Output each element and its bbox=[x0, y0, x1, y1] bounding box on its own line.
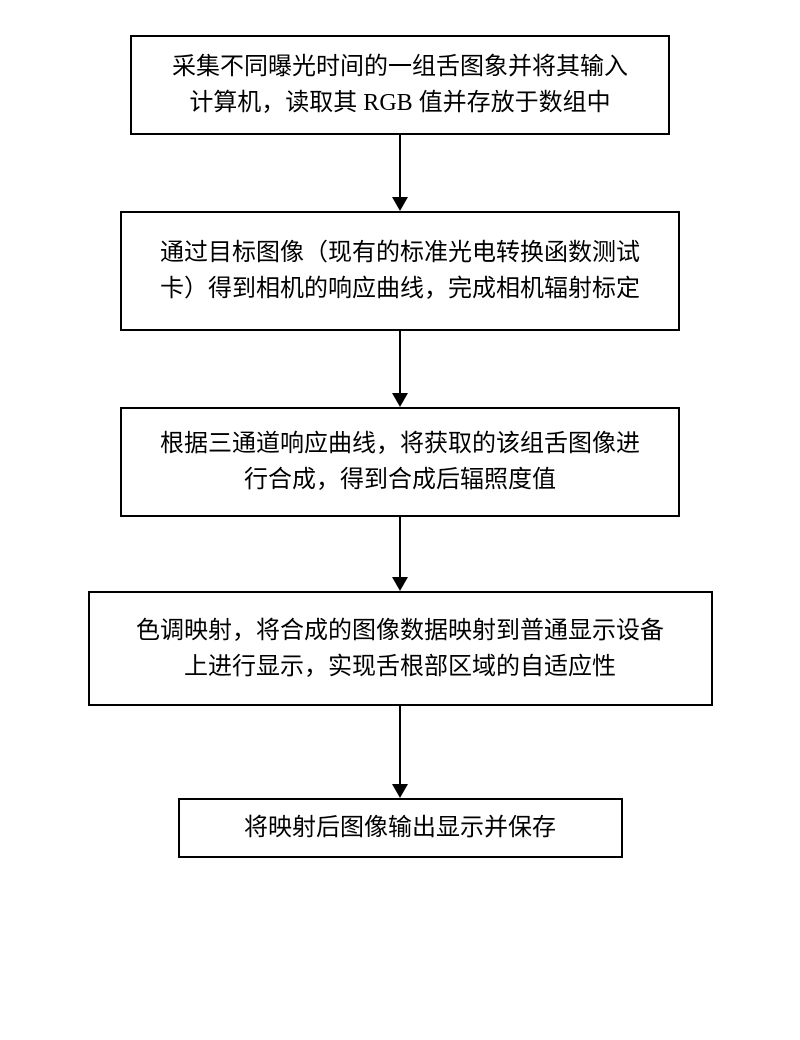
arrow-1 bbox=[392, 135, 408, 211]
flowchart-step-2: 通过目标图像（现有的标准光电转换函数测试卡）得到相机的响应曲线，完成相机辐射标定 bbox=[120, 211, 680, 331]
step-5-text: 将映射后图像输出显示并保存 bbox=[244, 810, 556, 846]
step-4-text: 色调映射，将合成的图像数据映射到普通显示设备上进行显示，实现舌根部区域的自适应性 bbox=[136, 613, 664, 685]
arrow-2 bbox=[392, 331, 408, 407]
step-1-text: 采集不同曝光时间的一组舌图象并将其输入计算机，读取其 RGB 值并存放于数组中 bbox=[172, 49, 628, 121]
flowchart-step-5: 将映射后图像输出显示并保存 bbox=[178, 798, 623, 858]
arrow-3 bbox=[392, 517, 408, 591]
flowchart-step-1: 采集不同曝光时间的一组舌图象并将其输入计算机，读取其 RGB 值并存放于数组中 bbox=[130, 35, 670, 135]
flowchart-step-3: 根据三通道响应曲线，将获取的该组舌图像进行合成，得到合成后辐照度值 bbox=[120, 407, 680, 517]
arrow-4 bbox=[392, 706, 408, 798]
step-2-text: 通过目标图像（现有的标准光电转换函数测试卡）得到相机的响应曲线，完成相机辐射标定 bbox=[160, 235, 640, 307]
step-3-text: 根据三通道响应曲线，将获取的该组舌图像进行合成，得到合成后辐照度值 bbox=[160, 426, 640, 498]
flowchart-step-4: 色调映射，将合成的图像数据映射到普通显示设备上进行显示，实现舌根部区域的自适应性 bbox=[88, 591, 713, 706]
